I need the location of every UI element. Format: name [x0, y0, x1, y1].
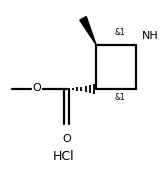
Text: HCl: HCl: [52, 150, 74, 163]
Text: O: O: [33, 83, 41, 93]
Text: O: O: [62, 134, 71, 144]
Text: NH: NH: [142, 31, 159, 41]
Text: &1: &1: [114, 93, 125, 102]
Polygon shape: [80, 17, 96, 45]
Text: &1: &1: [114, 28, 125, 37]
